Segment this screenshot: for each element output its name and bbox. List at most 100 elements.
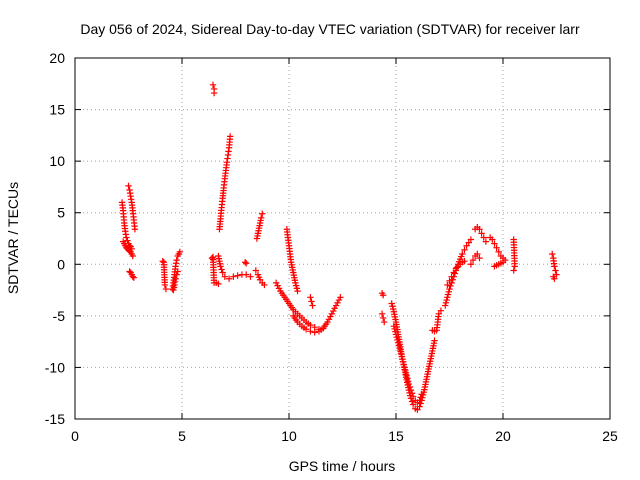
y-tick-label: 10 (49, 153, 65, 169)
data-point (292, 279, 299, 287)
series-spike-6.4 (209, 81, 218, 97)
series-arc-2.6 (125, 182, 139, 233)
data-point (302, 326, 310, 333)
series-arc-22.4 (549, 250, 560, 282)
data-point (176, 248, 184, 256)
data-point (247, 273, 254, 280)
data-point (394, 339, 402, 346)
data-point (399, 358, 407, 366)
data-point (448, 273, 455, 280)
data-point (467, 236, 475, 243)
data-point (215, 280, 222, 288)
data-point (482, 238, 490, 245)
data-point (324, 318, 331, 326)
data-point (446, 285, 453, 293)
data-point (332, 302, 340, 309)
series-arc-17.7 (444, 257, 468, 289)
series-arc-8.0 (241, 259, 250, 267)
data-point (274, 282, 281, 289)
data-point (450, 269, 457, 276)
data-point (392, 328, 399, 335)
series-arc-19.8 (491, 259, 507, 270)
data-point (129, 252, 136, 260)
data-point (217, 263, 224, 270)
data-point (480, 234, 487, 241)
series-arc-6.5 (208, 253, 222, 288)
data-point (259, 210, 266, 217)
series-arc-8.6b (252, 267, 268, 289)
data-point (307, 328, 314, 335)
data-point (257, 214, 265, 222)
data-point (226, 133, 234, 140)
y-tick-label: -15 (45, 411, 65, 427)
data-point (334, 299, 341, 306)
series-arc-14.4 (378, 310, 388, 326)
data-point (218, 266, 225, 273)
data-point (444, 294, 451, 301)
data-point (309, 302, 316, 309)
y-tick-label: 0 (57, 256, 65, 272)
data-point (234, 272, 241, 279)
data-point (328, 310, 335, 317)
data-point (161, 281, 169, 289)
series-arc-19.0 (467, 250, 483, 268)
data-point (389, 303, 396, 310)
data-point (402, 366, 409, 374)
data-point (493, 244, 500, 251)
plot-frame (74, 57, 611, 420)
data-point (476, 254, 483, 262)
data-point (379, 292, 387, 299)
data-point (409, 393, 417, 400)
data-point (511, 263, 518, 270)
data-point (272, 279, 280, 287)
data-point (243, 260, 250, 267)
data-point (210, 89, 218, 97)
y-tick-label: -5 (53, 308, 66, 324)
data-point (551, 263, 558, 270)
series-arc-2.6b (126, 268, 138, 281)
y-tick-label: -10 (45, 359, 65, 375)
data-point (378, 310, 386, 317)
series-arc-15.4 (390, 322, 425, 406)
x-tick-label: 10 (281, 428, 297, 444)
data-point (489, 236, 496, 243)
data-point (395, 342, 403, 349)
data-point (443, 296, 450, 304)
data-point (172, 275, 179, 282)
data-point (308, 298, 315, 305)
data-point (478, 230, 485, 237)
y-tick-label: 15 (49, 102, 65, 118)
data-point (404, 375, 411, 382)
data-point (162, 285, 170, 293)
data-point (397, 350, 405, 357)
data-point (459, 250, 466, 258)
data-point (325, 316, 333, 323)
data-point (409, 401, 417, 408)
data-point (495, 248, 502, 256)
data-point (391, 325, 398, 333)
data-point (124, 237, 131, 244)
series-arc-4.7 (169, 248, 184, 293)
data-point (404, 377, 412, 385)
data-point (397, 347, 404, 355)
data-point (311, 329, 318, 336)
data-point (550, 273, 557, 280)
data-point (330, 307, 337, 315)
data-point (467, 261, 475, 268)
data-point (499, 259, 507, 266)
data-point (389, 305, 397, 313)
data-point (408, 390, 416, 397)
data-point (469, 256, 477, 264)
data-point (491, 240, 498, 247)
data-point (159, 257, 166, 265)
data-point (225, 275, 233, 282)
data-point (453, 264, 461, 271)
series-arc-19.6 (486, 234, 509, 264)
data-point (129, 273, 136, 280)
data-point (174, 268, 181, 275)
data-point (209, 81, 217, 89)
data-point (405, 380, 413, 388)
data-point (444, 291, 452, 298)
series-arc-2.4 (119, 238, 136, 260)
data-point (293, 285, 301, 292)
